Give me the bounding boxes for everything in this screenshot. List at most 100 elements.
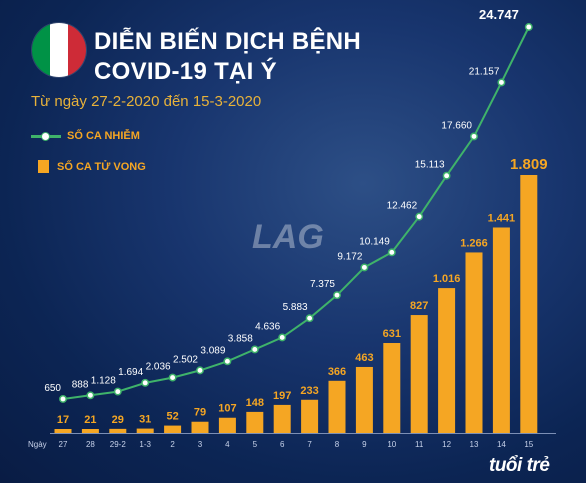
line-point-infected [196,366,204,375]
watermark-logo: LAG [252,218,324,256]
flag-stripe-white [50,23,68,77]
line-value-label: 1.694 [118,367,143,378]
bar-value-label: 366 [328,366,346,378]
bar-value-label: 197 [273,390,291,402]
bar-value-label: 29 [112,414,124,426]
legend-infected: SỐ CA NHIỄM [31,130,140,142]
x-tick-label: 6 [280,440,285,449]
flag-stripe-green [32,23,50,77]
bar-value-label: 148 [246,397,264,409]
legend-bar-icon [38,160,49,173]
line-point-infected [497,78,506,87]
bar-value-label: 1.266 [460,237,488,249]
x-tick-label: 15 [524,440,533,449]
x-tick-label: 12 [442,440,451,449]
line-point-infected [250,345,259,354]
x-tick-label: 13 [470,440,479,449]
line-value-label: 3.858 [228,333,253,344]
line-point-infected [113,387,122,396]
line-value-label: 15.113 [415,160,445,171]
bar-value-label: 52 [166,411,178,423]
bar-deaths [136,428,154,433]
line-point-infected [305,314,314,323]
flag-stripe-red [68,23,86,77]
x-tick-label: 28 [86,440,95,449]
line-value-label: 10.149 [359,236,390,247]
bar-deaths [218,417,236,433]
bar-deaths [109,428,127,433]
line-value-label: 1.128 [91,376,116,387]
line-value-label: 4.636 [255,321,280,332]
line-point-infected [442,171,451,180]
line-value-label: 9.172 [337,251,362,262]
line-point-infected [524,23,533,31]
x-tick-label: 1-3 [139,440,151,449]
line-value-label: 7.375 [310,279,335,290]
bar-value-label: 107 [218,403,236,415]
bar-deaths [465,252,483,433]
bar-deaths [273,404,291,433]
line-point-infected [168,373,177,382]
bar-deaths [492,227,510,433]
x-tick-label: 10 [387,440,396,449]
line-point-infected [59,395,67,403]
line-point-infected [86,391,95,400]
x-tick-label: 3 [198,440,203,449]
line-point-infected [333,291,341,300]
line-value-label: 650 [44,383,61,394]
x-tick-label: 11 [415,440,424,449]
line-value-label: 2.036 [146,362,171,373]
line-point-infected [360,263,369,272]
line-value-label: 24.747 [479,7,519,22]
bar-value-label: 1.016 [433,273,461,285]
bar-deaths [520,175,538,433]
line-value-label: 5.883 [283,302,308,313]
line-infected [62,26,530,400]
bar-deaths [328,380,346,433]
line-point-infected [415,212,424,221]
bar-value-label: 79 [194,407,206,419]
bar-value-label: 17 [57,414,69,426]
bar-value-label: 1.809 [510,156,548,173]
bar-deaths [410,315,428,433]
bar-value-label: 827 [410,300,428,312]
bar-deaths [81,429,99,433]
line-value-label: 888 [72,379,89,390]
bar-value-label: 631 [383,328,401,340]
line-point-infected [387,248,396,257]
legend-infected-label: SỐ CA NHIỄM [67,130,140,142]
legend-line-icon [31,131,61,141]
title-line-1: DIỄN BIẾN DỊCH BỆNH [94,28,362,55]
line-value-label: 21.157 [469,66,500,77]
bar-deaths [164,425,182,433]
line-point-infected [278,333,287,342]
line-value-label: 2.502 [173,354,198,365]
line-point-infected [223,357,232,366]
bar-deaths [355,366,373,433]
bar-value-label: 1.441 [488,212,516,224]
bar-deaths [438,288,456,433]
line-point-infected [141,378,150,387]
x-axis-label: Ngày [28,440,47,449]
x-tick-label: 27 [59,440,68,449]
bar-deaths [191,421,209,433]
bar-deaths [54,429,72,433]
italy-flag-icon [32,23,86,77]
x-tick-label: 14 [497,440,506,449]
line-value-label: 12.462 [387,201,418,212]
bar-deaths [383,343,401,433]
legend-deaths-label: SỐ CA TỬ VONG [57,160,146,173]
x-tick-label: 29-2 [110,440,127,449]
bar-value-label: 31 [139,414,151,426]
bar-value-label: 21 [84,414,96,426]
brand-logo: tuổi trẻ [489,455,550,476]
line-point-infected [470,132,478,141]
bar-deaths [301,399,319,433]
legend-deaths: SỐ CA TỬ VONG [38,160,146,173]
x-tick-label: 2 [170,440,175,449]
x-tick-label: 7 [307,440,312,449]
bar-value-label: 233 [300,385,318,397]
x-tick-label: 8 [335,440,340,449]
